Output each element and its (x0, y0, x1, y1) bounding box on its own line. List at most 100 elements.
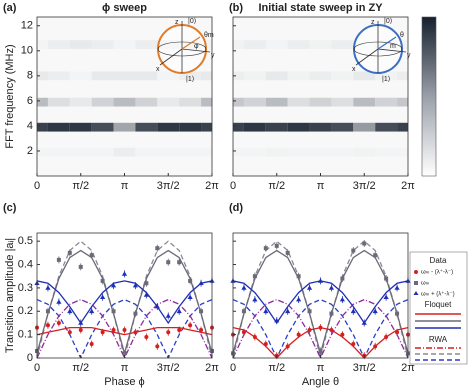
data-point (155, 246, 160, 251)
data-point (296, 332, 301, 337)
curve (37, 298, 212, 358)
data-point (252, 334, 257, 339)
data-point (89, 341, 94, 346)
heatmap-cell (135, 122, 158, 132)
panel-label: (d) (229, 202, 243, 214)
heatmap-cell (37, 71, 48, 81)
data-point (198, 280, 204, 286)
data-point (263, 341, 268, 346)
axis (355, 48, 379, 66)
y-tick-label: 2 (27, 145, 33, 157)
heatmap-cell (331, 122, 354, 132)
data-point (340, 276, 345, 281)
panel-label: (c) (3, 202, 17, 214)
bloch-inset: z |0⟩ y x |1⟩ θm (352, 17, 411, 83)
heatmap-cell (331, 40, 354, 49)
data-point (133, 311, 138, 316)
data-point (351, 341, 356, 346)
x-tick-label: 2π (205, 362, 219, 374)
x-tick-label: 3π/2 (353, 180, 376, 192)
heatmap-cell (113, 71, 136, 81)
x-tick-label: 2π (401, 362, 415, 374)
heatmap-cell (91, 97, 114, 107)
heatmap-cell (265, 147, 288, 157)
x-tick-label: π/2 (268, 180, 285, 192)
x-tick-label: 0 (34, 180, 40, 192)
data-point (307, 327, 312, 332)
axis (377, 48, 407, 53)
heatmap-cell (243, 40, 266, 49)
heatmap-cell (69, 97, 92, 107)
axes-frame (36, 232, 213, 359)
heatmap-cell (265, 122, 288, 132)
data-point (45, 285, 51, 290)
heatmap-cell (69, 71, 92, 81)
heatmap-cell (179, 147, 202, 157)
inset-label: y (407, 52, 411, 59)
heatmap-cell (157, 97, 180, 107)
heatmap-cell (179, 122, 202, 132)
heatmap-cell (243, 71, 266, 81)
legend-swatch (413, 291, 419, 295)
data-point (384, 334, 389, 339)
heatmap-cell (375, 71, 398, 81)
heatmap-cell (113, 40, 136, 49)
data-point (317, 278, 324, 283)
state-vector (181, 36, 201, 50)
y-tick-label: 6 (27, 95, 33, 107)
heatmap-cell (157, 71, 180, 81)
panel-title: ϕ sweep (102, 2, 147, 14)
heatmap-cell (69, 40, 92, 49)
inset-label: z (175, 19, 179, 26)
data-point (78, 327, 83, 332)
data-point (395, 330, 400, 335)
bloch-inset: z |0⟩ y x |1⟩ θmφ (156, 17, 215, 83)
data-point (339, 296, 345, 302)
data-point (143, 292, 149, 297)
curve (233, 298, 408, 358)
x-tick-label: 0 (230, 362, 236, 374)
legend-entry: ωₘ + (λ⁺-λ⁻) (421, 291, 455, 298)
data-point (187, 294, 193, 300)
heatmap-cell (135, 97, 158, 107)
inset-label: |1⟩ (382, 75, 391, 83)
data-point (241, 309, 246, 314)
data-point (67, 308, 73, 314)
data-point (340, 332, 345, 337)
y-tick-label: 8 (27, 70, 33, 82)
heatmap-cell (233, 40, 244, 49)
heatmap-cell (287, 122, 310, 132)
heatmap-cell (375, 97, 398, 107)
inset-label: x (352, 66, 356, 73)
heatmap-cell (265, 40, 288, 49)
data-point (318, 348, 323, 353)
heatmap-cell (309, 40, 332, 49)
heatmap-cell (287, 71, 310, 81)
inset-label: x (156, 66, 160, 73)
heatmap-cell (135, 40, 158, 49)
state-vector (377, 36, 397, 50)
data-point (165, 313, 171, 318)
data-point (56, 320, 61, 325)
data-point (100, 330, 105, 335)
data-point (373, 253, 378, 258)
data-point (241, 285, 247, 290)
heatmap-cell (91, 40, 114, 49)
heatmap-cell (113, 147, 136, 157)
data-point (166, 260, 171, 265)
data-point (89, 308, 95, 314)
x-tick-label: 3π/2 (353, 362, 376, 374)
inset-label: |0⟩ (188, 17, 197, 25)
data-point (285, 344, 290, 349)
data-point (252, 274, 257, 279)
data-point (45, 309, 50, 314)
inset-label: |1⟩ (186, 75, 195, 83)
heatmap-cell (331, 71, 354, 81)
heatmap-cell (233, 97, 244, 107)
data-point (100, 278, 105, 283)
heatmap-cell (91, 147, 114, 157)
data-point (144, 334, 149, 339)
heatmap-cell (47, 97, 70, 107)
x-tick-label: 3π/2 (157, 180, 180, 192)
